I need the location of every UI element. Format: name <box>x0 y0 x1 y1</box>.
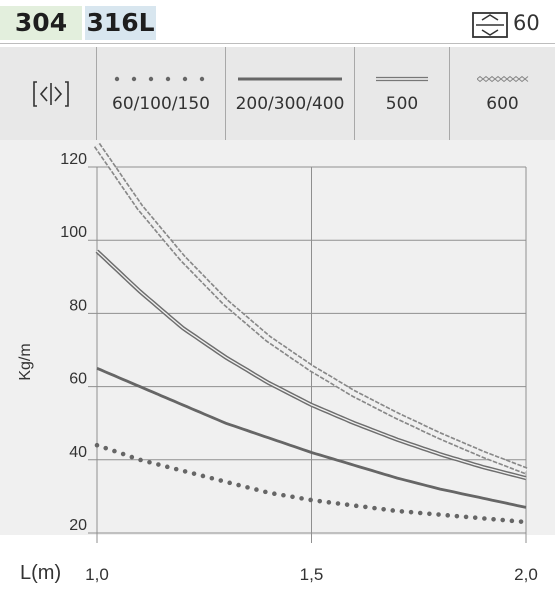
legend-item-200-300-400: 200/300/400 <box>226 47 354 140</box>
legend-label: 600 <box>486 94 519 114</box>
material-badge-304: 304 <box>0 6 82 40</box>
series-500-line-inner <box>96 250 527 479</box>
box-thickness-icon <box>472 12 508 38</box>
x-tick-label: 2,0 <box>514 565 538 584</box>
series-layer <box>93 142 529 525</box>
tick-layer: 20 40 60 80 100 120 1,0 1,5 2,0 <box>60 151 538 584</box>
y-tick-label: 60 <box>69 371 87 388</box>
legend-bar: 60/100/150 200/300/400 500 600 <box>0 47 555 140</box>
legend-label: 200/300/400 <box>235 94 345 114</box>
x-tick-label: 1,0 <box>85 565 109 584</box>
legend-label: 60/100/150 <box>112 94 210 114</box>
legend-item-500: 500 <box>355 47 449 140</box>
header-divider <box>0 43 555 44</box>
legend-separator <box>225 47 226 140</box>
series-60-100-150-line <box>94 442 529 525</box>
series-600-line-inner <box>95 143 527 473</box>
legend-sample-double <box>376 76 428 82</box>
y-tick-label: 20 <box>69 517 87 534</box>
y-tick-label: 40 <box>69 444 87 461</box>
x-tick-label: 1,5 <box>300 565 324 584</box>
material-badge-316l: 316L <box>85 6 156 40</box>
y-tick-label: 120 <box>60 151 87 168</box>
y-axis-label: Kg/m <box>17 343 34 380</box>
y-tick-label: 80 <box>69 297 87 314</box>
legend-sample-zigzag <box>476 75 528 83</box>
chart: 20 40 60 80 100 120 1,0 1,5 2,0 Kg/m L(m) <box>0 140 555 584</box>
legend-cell-width <box>0 47 96 140</box>
x-axis-label: L(m) <box>20 562 61 584</box>
y-tick-label: 100 <box>60 224 87 241</box>
legend-sample-dotted <box>114 76 205 82</box>
legend-sample-solid <box>238 77 342 81</box>
legend-item-60-100-150: 60/100/150 <box>97 47 225 140</box>
legend-separator <box>354 47 355 140</box>
legend-item-600: 600 <box>450 47 555 140</box>
legend-separator <box>449 47 450 140</box>
legend-label: 500 <box>385 94 419 114</box>
series-200-300-400-line <box>96 367 527 509</box>
grid-lines <box>88 166 527 543</box>
thickness-value: 60 <box>513 11 540 35</box>
plot-background <box>0 140 555 535</box>
legend-separator <box>96 47 97 140</box>
width-arrows-icon <box>33 81 69 107</box>
